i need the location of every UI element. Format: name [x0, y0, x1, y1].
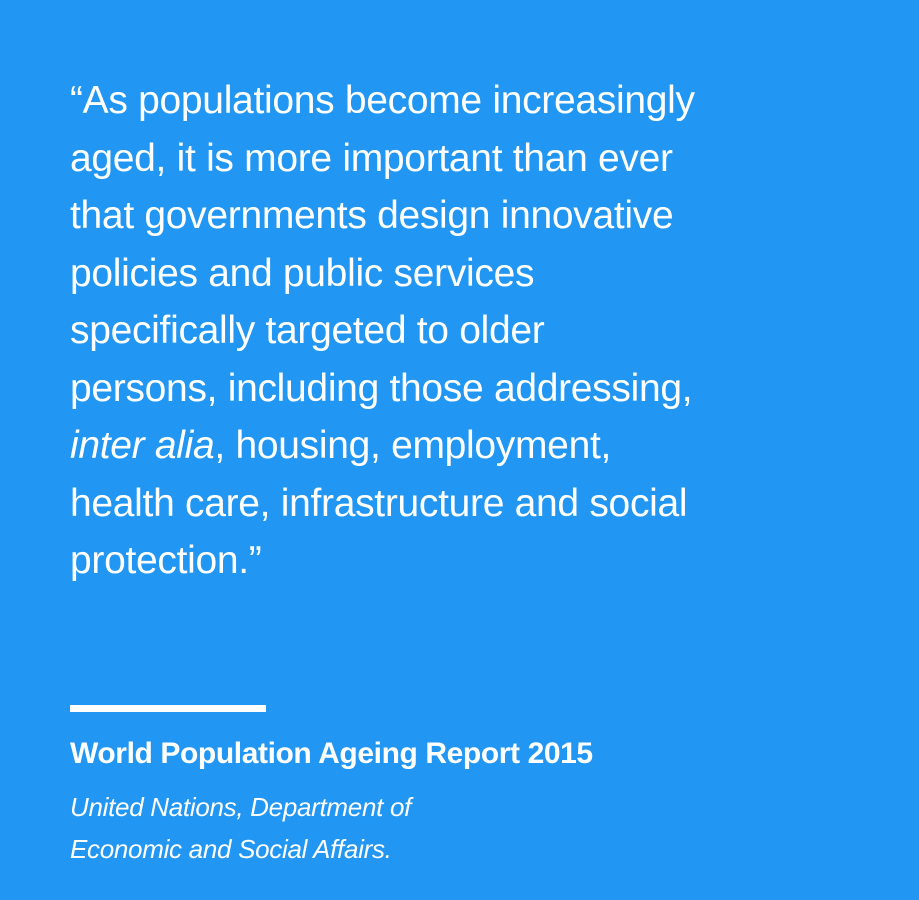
quote-line: specifically targeted to older	[70, 309, 545, 352]
source-title: World Population Ageing Report 2015	[70, 737, 593, 770]
quote-line: protection.”	[70, 539, 262, 582]
quote-text: “As populations become increasingly aged…	[70, 72, 695, 590]
quote-line: that governments design innovative	[70, 194, 674, 237]
source-org-line: United Nations, Department of	[70, 792, 412, 822]
source-organization: United Nations, Department of Economic a…	[70, 786, 411, 870]
quote-line: health care, infrastructure and social	[70, 481, 688, 525]
quote-line: “As populations become increasingly	[70, 79, 695, 122]
quote-line: persons, including those addressing,	[70, 366, 693, 410]
quote-line: aged, it is more important than ever	[70, 136, 673, 180]
italic-phrase: inter alia	[70, 424, 215, 467]
quote-line: policies and public services	[70, 251, 535, 295]
quote-line: inter alia, housing, employment,	[70, 417, 695, 475]
quote-line-rest: , housing, employment,	[214, 424, 612, 467]
divider	[70, 705, 266, 712]
source-org-line: Economic and Social Affairs.	[70, 834, 392, 864]
